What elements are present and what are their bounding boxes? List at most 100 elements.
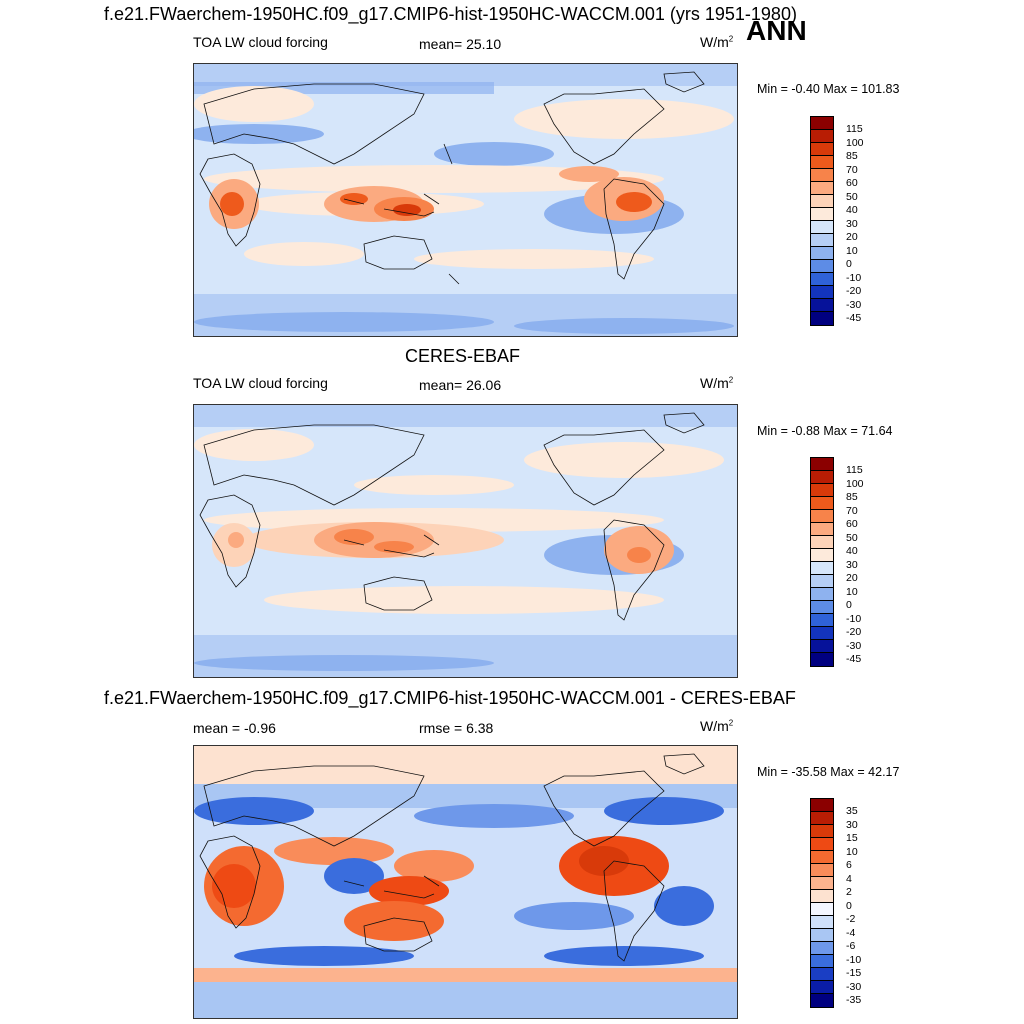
panel2-tick: 85 [846, 491, 858, 503]
panel3-swatch-9 [811, 916, 833, 929]
panel1-tick: 100 [846, 137, 864, 149]
panel3-swatch-0 [811, 799, 833, 812]
panel3-swatch-7 [811, 890, 833, 903]
panel2-tick: 70 [846, 505, 858, 517]
panel2-title: CERES-EBAF [405, 346, 521, 366]
panel3-swatch-1 [811, 812, 833, 825]
panel2-tick: 100 [846, 478, 864, 490]
panel1-units: W/m2 [700, 34, 734, 50]
panel2-swatch-1 [811, 471, 833, 484]
panel1-swatch-15 [811, 312, 833, 325]
panel3-swatch-8 [811, 903, 833, 916]
panel2-tick: -10 [846, 613, 862, 625]
panel1-swatch-14 [811, 299, 833, 312]
panel3-tick: 0 [846, 900, 852, 912]
panel3-swatch-6 [811, 877, 833, 890]
panel2-swatch-0 [811, 458, 833, 471]
panel1-tick: 85 [846, 150, 858, 162]
panel1-map [193, 63, 738, 337]
panel2-swatch-9 [811, 575, 833, 588]
panel1-tick: 20 [846, 231, 858, 243]
panel2-variable-label: TOA LW cloud forcing [193, 375, 328, 391]
panel2-swatch-14 [811, 640, 833, 653]
panel1-swatch-10 [811, 247, 833, 260]
panel3-swatch-2 [811, 825, 833, 838]
panel2-swatch-7 [811, 549, 833, 562]
panel1-tick: -20 [846, 285, 862, 297]
panel1-tick: 60 [846, 177, 858, 189]
panel1-tick: 30 [846, 218, 858, 230]
panel3-colorbar [810, 798, 834, 1008]
panel2-tick: 50 [846, 532, 858, 544]
panel1-swatch-2 [811, 143, 833, 156]
panel1-swatch-11 [811, 260, 833, 273]
panel3-units: W/m2 [700, 718, 734, 734]
panel3-tick: 15 [846, 832, 858, 844]
panel3-tick: -4 [846, 927, 856, 939]
panel2-tick: 30 [846, 559, 858, 571]
panel2-tick: -45 [846, 653, 862, 665]
panel2-swatch-13 [811, 627, 833, 640]
panel3-swatch-11 [811, 942, 833, 955]
panel2-tick: 10 [846, 586, 858, 598]
panel3-tick: -6 [846, 940, 856, 952]
panel1-swatch-12 [811, 273, 833, 286]
panel1-tick: 40 [846, 204, 858, 216]
panel3-map [193, 745, 738, 1019]
panel3-tick: -2 [846, 913, 856, 925]
panel3-swatch-13 [811, 968, 833, 981]
panel3-tick: 6 [846, 859, 852, 871]
panel1-swatch-7 [811, 208, 833, 221]
panel2-tick: 40 [846, 545, 858, 557]
panel2-minmax: Min = -0.88 Max = 71.64 [757, 424, 893, 438]
panel1-tick: 70 [846, 164, 858, 176]
panel3-tick: 35 [846, 805, 858, 817]
panel1-tick: -10 [846, 272, 862, 284]
panel1-swatch-9 [811, 234, 833, 247]
panel2-tick: -20 [846, 626, 862, 638]
panel1-swatch-0 [811, 117, 833, 130]
panel1-tick: -45 [846, 312, 862, 324]
panel3-mean: mean = -0.96 [193, 720, 276, 736]
panel1-tick: 115 [846, 123, 863, 135]
panel1-minmax: Min = -0.40 Max = 101.83 [757, 82, 900, 96]
panel1-swatch-6 [811, 195, 833, 208]
panel2-colorbar [810, 457, 834, 667]
panel2-swatch-3 [811, 497, 833, 510]
panel3-tick: 10 [846, 846, 858, 858]
panel3-swatch-12 [811, 955, 833, 968]
panel1-colorbar [810, 116, 834, 326]
panel1-tick: 0 [846, 258, 852, 270]
panel2-mean: mean= 26.06 [419, 377, 502, 393]
panel3-swatch-3 [811, 838, 833, 851]
panel2-tick: 60 [846, 518, 858, 530]
panel2-units: W/m2 [700, 375, 734, 391]
panel3-tick: -10 [846, 954, 862, 966]
panel2-swatch-4 [811, 510, 833, 523]
main-title: f.e21.FWaerchem-1950HC.f09_g17.CMIP6-his… [104, 4, 797, 24]
panel1-swatch-4 [811, 169, 833, 182]
panel2-swatch-8 [811, 562, 833, 575]
panel1-swatch-13 [811, 286, 833, 299]
panel2-tick: -30 [846, 640, 862, 652]
panel3-tick: 2 [846, 886, 852, 898]
panel3-tick: 4 [846, 873, 852, 885]
panel3-swatch-5 [811, 864, 833, 877]
panel3-title: f.e21.FWaerchem-1950HC.f09_g17.CMIP6-his… [104, 688, 796, 708]
panel3-swatch-4 [811, 851, 833, 864]
panel3-minmax: Min = -35.58 Max = 42.17 [757, 765, 900, 779]
panel3-tick: 30 [846, 819, 858, 831]
panel3-rmse: rmse = 6.38 [419, 720, 494, 736]
panel2-tick: 20 [846, 572, 858, 584]
panel2-tick: 115 [846, 464, 863, 476]
panel1-swatch-8 [811, 221, 833, 234]
panel1-tick: 10 [846, 245, 858, 257]
panel3-swatch-14 [811, 981, 833, 994]
panel2-swatch-12 [811, 614, 833, 627]
panel3-tick: -15 [846, 967, 862, 979]
panel1-variable-label: TOA LW cloud forcing [193, 34, 328, 50]
panel1-swatch-1 [811, 130, 833, 143]
panel3-tick: -35 [846, 994, 862, 1006]
panel2-swatch-11 [811, 601, 833, 614]
panel1-mean: mean= 25.10 [419, 36, 502, 52]
